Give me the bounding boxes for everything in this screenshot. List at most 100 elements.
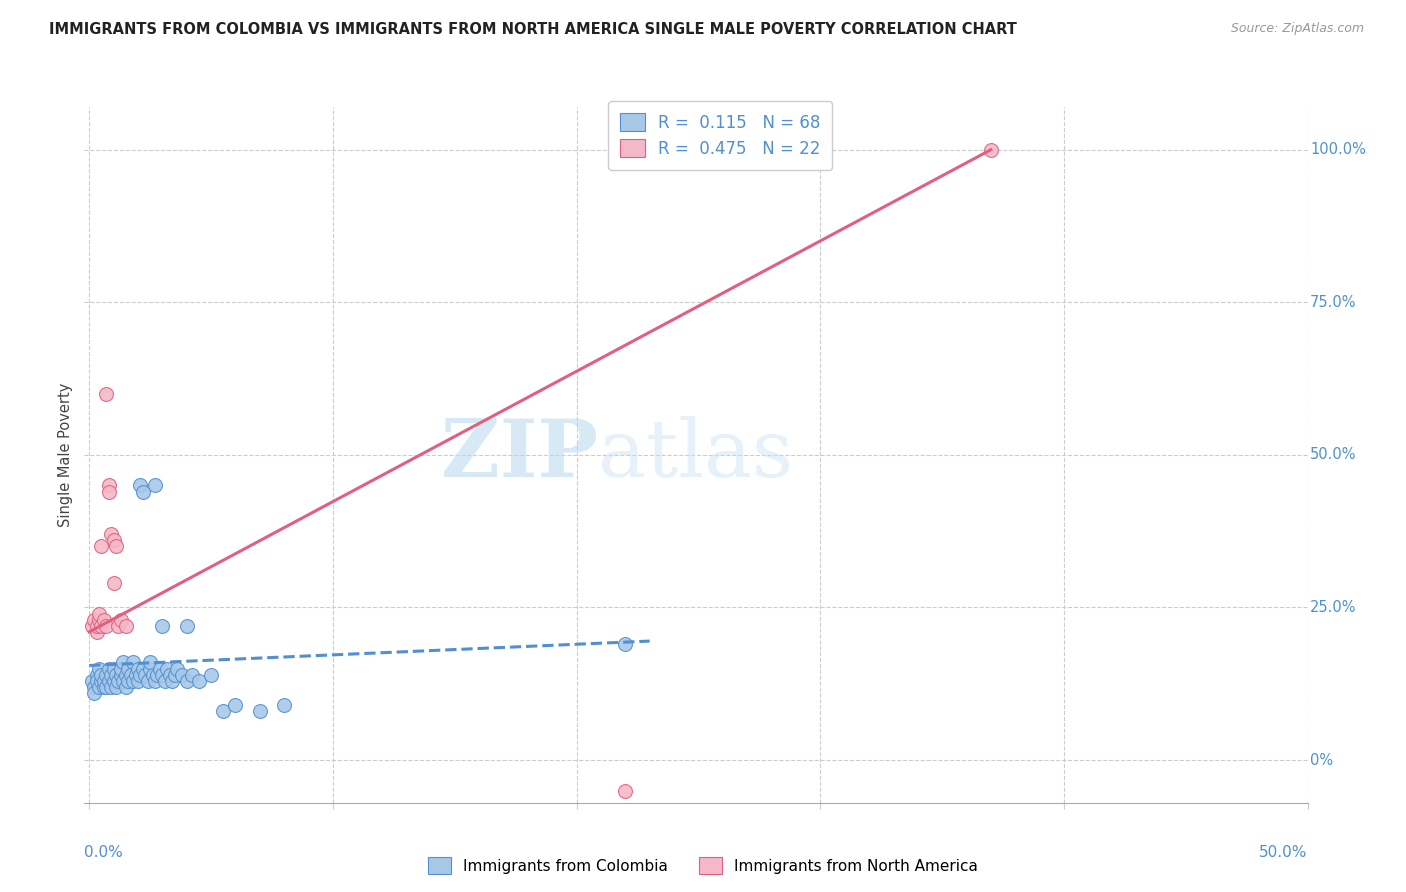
Point [87,607,110,621]
Point [90,673,112,688]
Point [114,680,136,694]
Point [159,667,181,681]
Point [87,661,110,675]
Point [97,661,120,675]
Point [110,613,132,627]
Point [249,704,271,718]
Point [90,667,112,681]
Point [122,673,145,688]
Point [163,667,186,681]
Text: 25.0%: 25.0% [1310,600,1357,615]
Point [83,680,105,694]
Point [124,667,146,681]
Point [93,680,115,694]
Point [86,667,108,681]
Point [112,673,135,688]
Point [93,673,115,688]
Text: 0%: 0% [1310,753,1333,768]
Point [176,619,198,633]
Point [103,673,125,688]
Point [132,484,155,499]
Point [614,637,637,651]
Point [212,704,235,718]
Text: 0.0%: 0.0% [84,845,124,860]
Point [105,680,128,694]
Point [273,698,295,713]
Point [143,673,166,688]
Point [156,661,179,675]
Point [96,387,118,401]
Point [97,484,120,499]
Text: ZIP: ZIP [441,416,598,494]
Text: 50.0%: 50.0% [1260,845,1308,860]
Point [97,478,120,492]
Point [614,783,637,797]
Text: Source: ZipAtlas.com: Source: ZipAtlas.com [1230,22,1364,36]
Point [93,613,115,627]
Point [132,661,155,675]
Point [86,619,108,633]
Point [122,656,145,670]
Point [127,673,149,688]
Point [90,540,112,554]
Point [117,661,139,675]
Point [170,667,193,681]
Point [160,673,183,688]
Point [129,478,152,492]
Point [103,533,125,548]
Point [87,680,110,694]
Point [166,661,188,675]
Point [114,667,136,681]
Point [134,667,156,681]
Point [103,661,125,675]
Point [107,673,129,688]
Point [83,613,105,627]
Point [86,624,108,639]
Point [142,667,165,681]
Point [143,478,166,492]
Text: IMMIGRANTS FROM COLOMBIA VS IMMIGRANTS FROM NORTH AMERICA SINGLE MALE POVERTY CO: IMMIGRANTS FROM COLOMBIA VS IMMIGRANTS F… [49,22,1017,37]
Point [150,619,173,633]
Point [80,619,103,633]
Point [112,656,135,670]
Point [176,673,198,688]
Point [114,619,136,633]
Point [117,673,139,688]
Y-axis label: Single Male Poverty: Single Male Poverty [58,383,73,527]
Point [136,673,159,688]
Point [129,667,152,681]
Point [83,686,105,700]
Text: 50.0%: 50.0% [1310,448,1357,462]
Point [180,667,202,681]
Point [200,667,222,681]
Legend: R =  0.115   N = 68, R =  0.475   N = 22: R = 0.115 N = 68, R = 0.475 N = 22 [609,102,832,169]
Text: 75.0%: 75.0% [1310,295,1357,310]
Point [103,576,125,591]
Point [127,661,149,675]
Point [90,619,112,633]
Point [96,667,118,681]
Point [105,667,128,681]
Point [100,667,122,681]
Point [80,673,103,688]
Text: atlas: atlas [598,416,793,494]
Point [980,143,1002,157]
Point [187,673,209,688]
Point [120,667,142,681]
Point [87,613,110,627]
Point [139,656,162,670]
Point [146,667,169,681]
Point [100,680,122,694]
Point [97,673,120,688]
Point [105,540,128,554]
Point [96,680,118,694]
Point [96,619,118,633]
Point [86,673,108,688]
Text: 100.0%: 100.0% [1310,142,1365,157]
Point [110,667,132,681]
Point [224,698,246,713]
Point [149,661,172,675]
Point [100,527,122,541]
Point [150,667,173,681]
Legend: Immigrants from Colombia, Immigrants from North America: Immigrants from Colombia, Immigrants fro… [422,851,984,880]
